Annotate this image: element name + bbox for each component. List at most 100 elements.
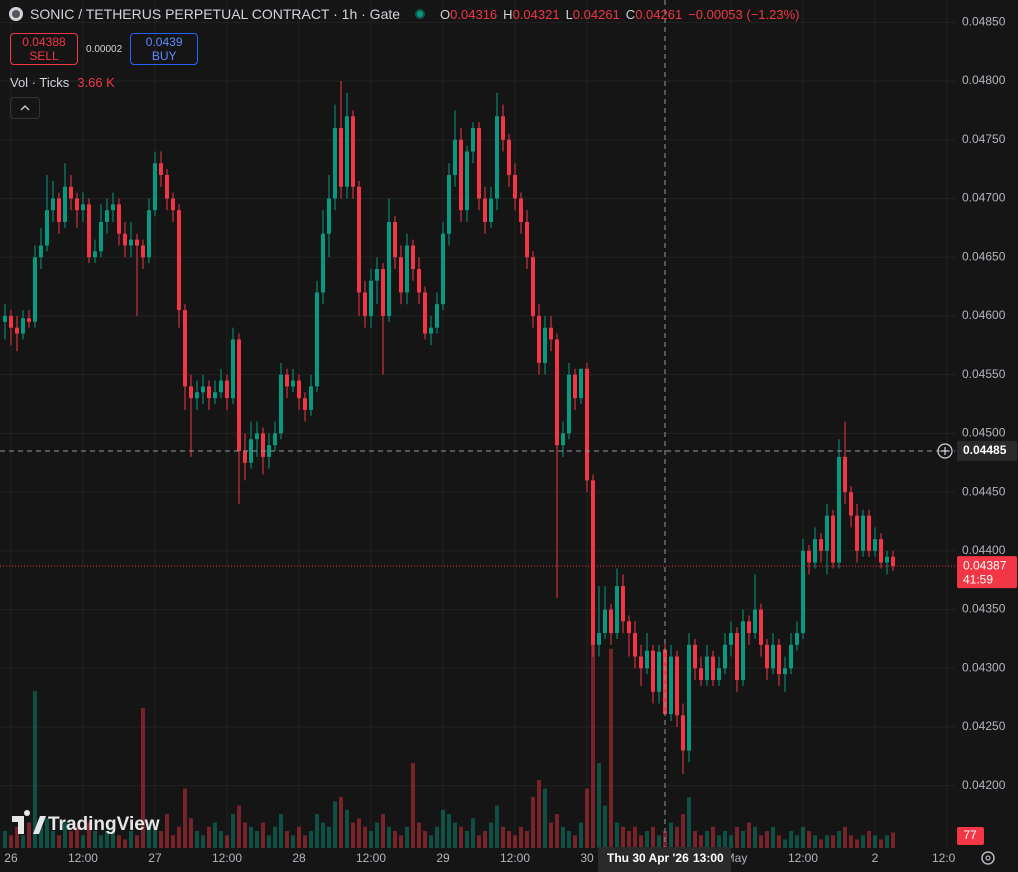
volume-bar bbox=[428, 835, 433, 848]
x-tick-label: 28 bbox=[292, 851, 306, 865]
volume-bar bbox=[495, 805, 500, 848]
volume-bar bbox=[567, 831, 572, 848]
volume-bar bbox=[266, 835, 271, 848]
x-tick-label: 26 bbox=[4, 851, 18, 865]
volume-bar bbox=[206, 826, 211, 848]
candle-body bbox=[831, 515, 836, 563]
volume-bar bbox=[230, 814, 235, 848]
volume-bar bbox=[140, 708, 145, 848]
candle-body bbox=[422, 292, 427, 334]
candle-body bbox=[98, 221, 103, 252]
candle-body bbox=[320, 233, 325, 293]
sell-price: 0.04388 bbox=[22, 35, 66, 49]
candle-body bbox=[645, 650, 650, 669]
volume-bar bbox=[458, 826, 463, 848]
x-tick-label: 12:00 bbox=[68, 851, 98, 865]
candle-body bbox=[122, 233, 127, 246]
candle-body bbox=[639, 656, 644, 669]
candle-body bbox=[717, 668, 722, 681]
volume-bar bbox=[801, 826, 806, 848]
collapse-button[interactable] bbox=[10, 97, 40, 119]
volume-bar bbox=[849, 835, 854, 848]
buy-button[interactable]: 0.0439 BUY bbox=[130, 33, 199, 65]
candle-body bbox=[483, 198, 488, 222]
volume-bar bbox=[855, 839, 860, 848]
candle-body bbox=[434, 304, 439, 328]
candle-body bbox=[428, 327, 433, 334]
candle-body bbox=[621, 586, 626, 622]
volume-bar bbox=[80, 835, 85, 848]
candle-body bbox=[543, 327, 548, 363]
volume-bar bbox=[891, 832, 896, 848]
x-tick-label: 2 bbox=[872, 851, 879, 865]
volume-bar bbox=[194, 831, 199, 848]
volume-bar bbox=[326, 826, 331, 848]
candle-body bbox=[20, 318, 25, 334]
symbol-title[interactable]: SONIC / TETHERUS PERPETUAL CONTRACT · 1h… bbox=[30, 6, 401, 22]
add-alert-icon bbox=[937, 443, 953, 459]
volume-badge-box bbox=[957, 827, 984, 845]
volume-bar bbox=[260, 822, 265, 848]
candle-body bbox=[170, 198, 175, 211]
candle-body bbox=[62, 186, 67, 222]
volume-bar bbox=[164, 814, 169, 848]
x-tick-label: 12:00 bbox=[356, 851, 386, 865]
header: SONIC / TETHERUS PERPETUAL CONTRACT · 1h… bbox=[8, 6, 800, 22]
candle-body bbox=[416, 268, 421, 293]
volume-bar bbox=[92, 831, 97, 848]
volume-bar bbox=[669, 822, 674, 848]
candle-body bbox=[398, 257, 403, 293]
volume-bar bbox=[152, 826, 157, 848]
candle-body bbox=[146, 210, 151, 258]
volume-bar bbox=[368, 831, 373, 848]
ohlc-label: C bbox=[625, 6, 636, 22]
volume-bar bbox=[344, 809, 349, 848]
volume-bar bbox=[242, 822, 247, 848]
volume-bar bbox=[416, 822, 421, 848]
settings-button[interactable] bbox=[981, 851, 995, 865]
volume-bar bbox=[549, 822, 554, 848]
y-tick-label: 0.04550 bbox=[962, 367, 1006, 381]
volume-bar bbox=[284, 831, 289, 848]
candle-body bbox=[837, 456, 842, 563]
volume-bar bbox=[44, 818, 49, 848]
volume-bar bbox=[807, 831, 812, 848]
candle-body bbox=[531, 257, 536, 316]
y-tick-label: 0.04850 bbox=[962, 14, 1006, 28]
y-tick-label: 0.04600 bbox=[962, 308, 1006, 322]
candle-body bbox=[296, 380, 301, 399]
volume-bar bbox=[759, 835, 764, 848]
candle-body bbox=[501, 116, 506, 140]
volume-bar bbox=[573, 835, 578, 848]
volume-bar bbox=[62, 822, 67, 848]
candle-body bbox=[555, 339, 560, 446]
volume-bar bbox=[56, 835, 61, 848]
volume-bar bbox=[218, 831, 223, 848]
x-tick-label: 12:00 bbox=[932, 851, 962, 865]
candle-body bbox=[452, 139, 457, 176]
volume-bar bbox=[464, 831, 469, 848]
candle-body bbox=[458, 139, 463, 211]
x-tick-label: 12:00 bbox=[788, 851, 818, 865]
candle-body bbox=[56, 198, 61, 222]
candle-body bbox=[573, 374, 578, 399]
candle-body bbox=[873, 539, 878, 551]
candle-body bbox=[140, 245, 145, 258]
candle-body bbox=[14, 327, 19, 334]
y-tick-label: 0.04450 bbox=[962, 484, 1006, 498]
candle-body bbox=[212, 392, 217, 399]
buy-price: 0.0439 bbox=[145, 35, 183, 49]
sell-button[interactable]: 0.04388 SELL bbox=[10, 33, 78, 65]
volume-bar bbox=[741, 831, 746, 848]
candle-body bbox=[158, 163, 163, 176]
volume-bar bbox=[50, 831, 55, 848]
volume-bar bbox=[555, 814, 560, 848]
ohlc-change: −0.00053 (−1.23%) bbox=[688, 6, 800, 22]
volume-bar bbox=[314, 814, 319, 848]
candle-body bbox=[723, 644, 728, 669]
volume-bar bbox=[675, 826, 680, 848]
volume-bar bbox=[470, 818, 475, 848]
candle-body bbox=[344, 116, 349, 187]
volume-bar bbox=[38, 826, 43, 848]
